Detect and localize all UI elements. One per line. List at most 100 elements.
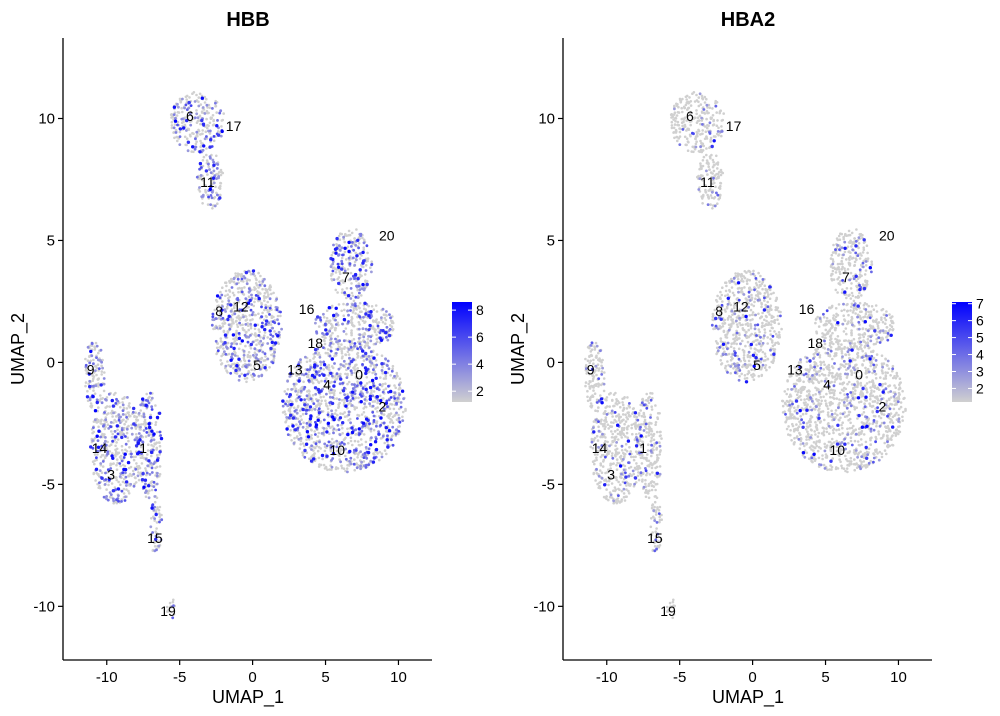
cell-point: [588, 361, 591, 365]
cell-point: [392, 407, 396, 411]
cell-point: [316, 449, 320, 453]
cell-point-expressing: [90, 354, 94, 358]
cell-point: [701, 159, 705, 162]
cell-point: [586, 389, 589, 393]
cell-point: [105, 396, 109, 399]
cell-point: [641, 397, 644, 401]
cell-point: [171, 600, 175, 604]
cell-point: [115, 501, 119, 505]
cell-point: [94, 479, 97, 482]
cell-point-expressing: [395, 428, 399, 431]
cell-point: [644, 478, 647, 482]
cell-point: [586, 359, 590, 363]
cell-point: [384, 377, 388, 380]
cell-point-expressing: [358, 268, 362, 272]
cell-point: [248, 278, 251, 282]
cell-point-expressing: [376, 398, 380, 402]
cell-point: [320, 379, 323, 383]
x-tick-label: 5: [321, 669, 329, 686]
cell-point: [354, 251, 358, 255]
cell-point-expressing: [253, 323, 257, 327]
cell-point-expressing: [372, 456, 376, 460]
cell-point-expressing: [337, 253, 341, 256]
cell-point: [752, 304, 756, 308]
cell-point: [711, 114, 715, 117]
cell-point-expressing: [338, 339, 341, 343]
cell-point: [634, 427, 638, 430]
cell-point: [353, 405, 356, 409]
cell-point: [598, 359, 601, 363]
cell-point: [180, 106, 183, 110]
cell-point-expressing: [88, 379, 92, 383]
cell-point: [356, 304, 360, 308]
cell-point: [220, 170, 223, 174]
cell-point: [245, 380, 248, 384]
cell-point: [587, 382, 590, 386]
cell-point-expressing: [229, 345, 233, 349]
cell-point-expressing: [381, 390, 385, 394]
cell-point: [137, 466, 140, 469]
cell-point: [683, 135, 687, 139]
cell-point-expressing: [285, 427, 289, 431]
cell-point: [346, 403, 350, 406]
cell-point: [372, 428, 376, 432]
cell-point-expressing: [275, 308, 279, 312]
cell-point-expressing: [246, 301, 251, 305]
cell-point: [302, 421, 305, 425]
cell-point: [619, 415, 622, 419]
cell-point: [115, 447, 119, 451]
cell-point: [656, 475, 659, 479]
cell-point: [221, 352, 225, 356]
cell-point: [245, 318, 249, 321]
cell-point: [102, 389, 106, 393]
cell-point: [103, 371, 106, 374]
cell-point-expressing: [352, 462, 356, 466]
cell-point: [266, 305, 270, 309]
cell-point: [706, 126, 709, 130]
cell-point: [366, 341, 369, 344]
cell-point-expressing: [147, 496, 151, 500]
cell-point-expressing: [298, 376, 301, 380]
cell-point: [219, 184, 222, 188]
cell-point: [216, 202, 219, 205]
cell-point: [642, 422, 645, 426]
cell-point: [94, 364, 98, 368]
cell-point-expressing: [227, 323, 231, 327]
cell-point-expressing: [144, 457, 148, 461]
cell-point: [298, 369, 302, 372]
cell-point-expressing: [208, 129, 212, 133]
cell-point: [316, 435, 320, 438]
cell-point: [195, 109, 198, 112]
cell-point-expressing: [361, 421, 366, 425]
cell-point: [301, 453, 305, 457]
cell-point: [606, 440, 609, 444]
cell-point-expressing: [237, 336, 242, 341]
cell-point-expressing: [98, 449, 102, 453]
cell-point-expressing: [209, 194, 213, 197]
cell-point-expressing: [365, 390, 369, 394]
cell-point-expressing: [317, 407, 321, 411]
cell-point-expressing: [140, 452, 143, 455]
cell-point-expressing: [341, 253, 344, 257]
cell-point: [761, 350, 765, 354]
cell-point-expressing: [378, 331, 382, 335]
cell-point-expressing: [304, 442, 309, 446]
cell-point-expressing: [107, 477, 112, 481]
cell-point-expressing: [375, 424, 378, 428]
cell-point: [617, 413, 621, 416]
cell-point-expressing: [92, 426, 95, 429]
cell-point-expressing: [172, 126, 176, 130]
cell-point-expressing: [269, 346, 273, 351]
cell-point-expressing: [120, 489, 124, 493]
cell-point-expressing: [364, 327, 368, 331]
cell-point: [721, 286, 724, 290]
cell-point-expressing: [271, 320, 275, 323]
cell-point: [383, 316, 387, 320]
cell-point: [644, 495, 648, 499]
cell-point: [302, 451, 305, 455]
cell-point: [357, 340, 361, 343]
cell-point: [221, 325, 225, 328]
cell-point: [759, 274, 762, 278]
cell-point: [379, 376, 382, 379]
cell-point-expressing: [248, 298, 252, 303]
